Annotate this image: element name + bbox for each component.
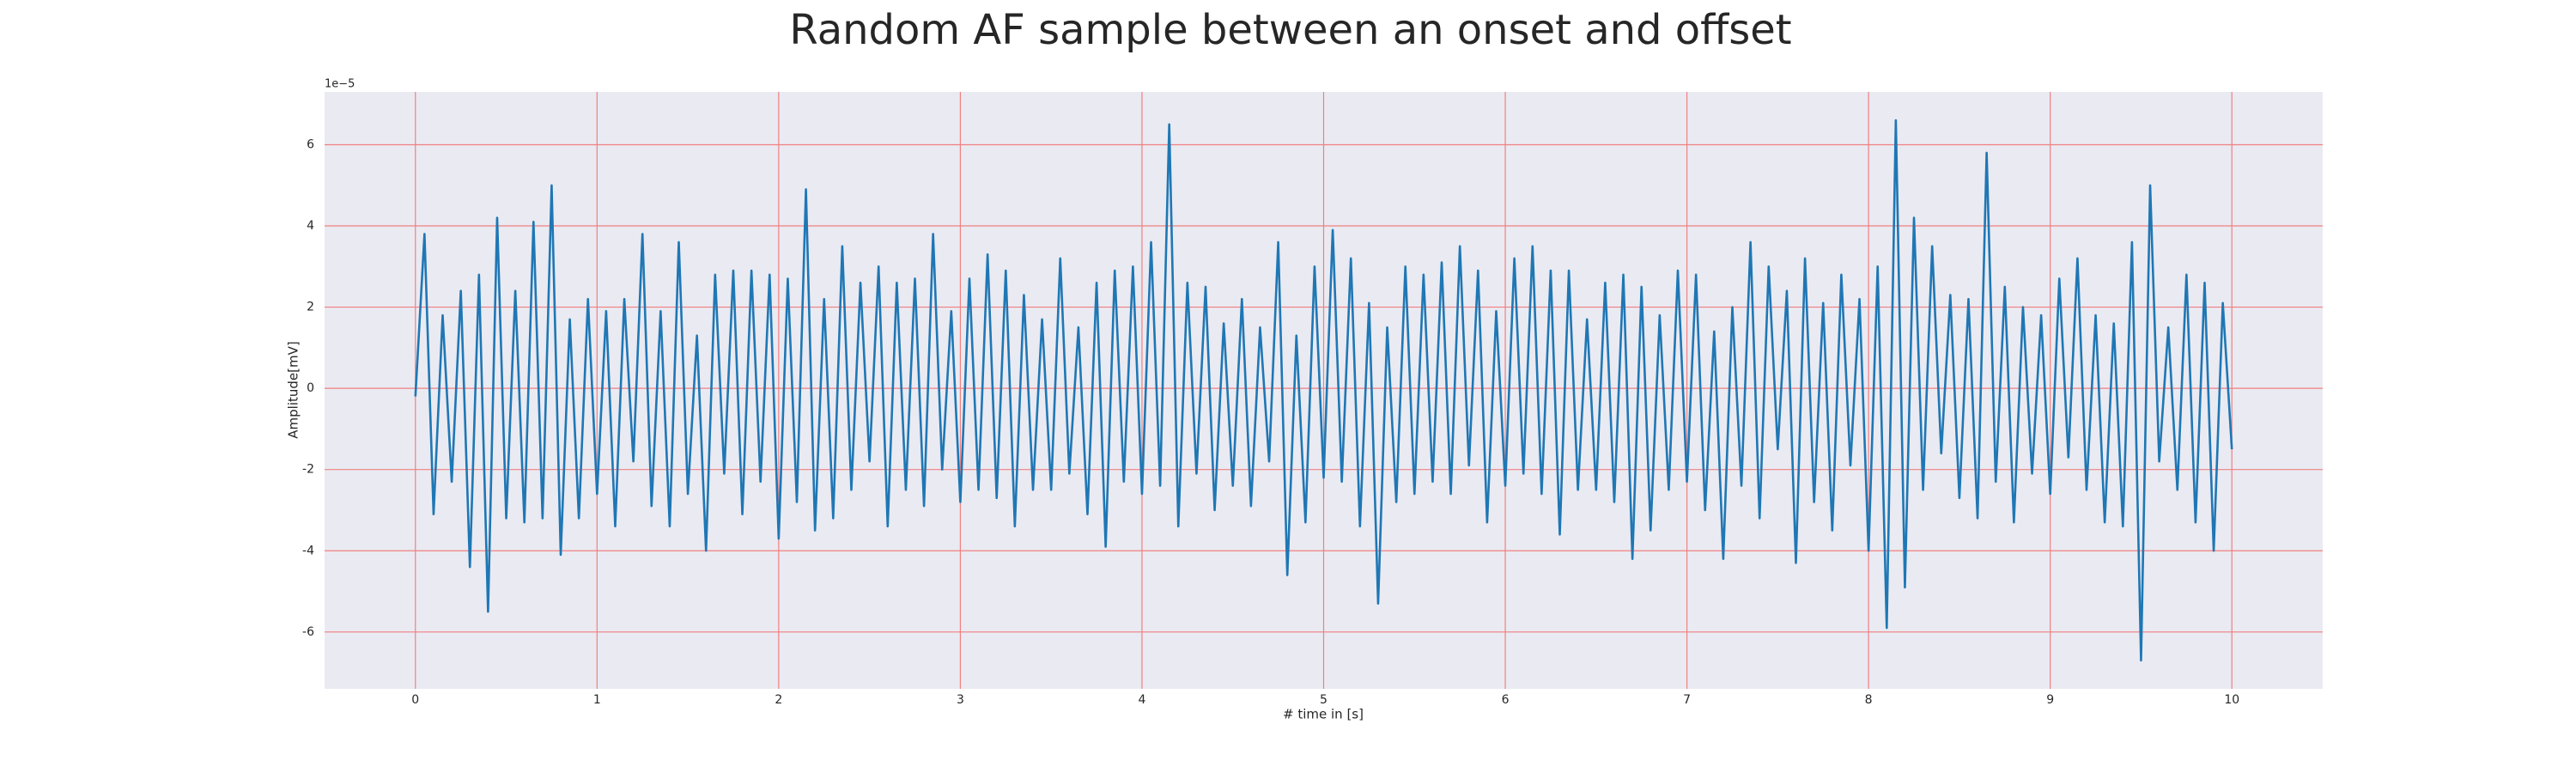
x-tick-label: 3 [957, 693, 964, 707]
x-tick-label: 10 [2224, 693, 2239, 707]
chart-title: Random AF sample between an onset and of… [789, 6, 1791, 54]
x-tick-label: 2 [775, 693, 782, 707]
y-tick-label: 6 [307, 137, 314, 151]
y-axis-label: Amplitude[mV] [286, 341, 301, 438]
y-tick-label: -6 [302, 625, 314, 639]
x-axis-label: # time in [s] [1283, 707, 1364, 722]
y-tick-label: -4 [302, 544, 314, 557]
x-tick-label: 4 [1138, 693, 1145, 707]
y-tick-label: 2 [307, 301, 314, 314]
x-tick-label: 8 [1865, 693, 1873, 707]
series-line [414, 119, 2233, 662]
x-tick-label: 7 [1683, 693, 1691, 707]
x-tick-label: 1 [593, 693, 601, 707]
x-tick-label: 0 [411, 693, 419, 707]
y-tick-label: 0 [307, 381, 314, 395]
x-tick-label: 9 [2046, 693, 2054, 707]
x-tick-label: 5 [1320, 693, 1327, 707]
y-offset-label: 1e−5 [325, 78, 355, 91]
y-tick-label: 4 [307, 219, 314, 233]
lines [414, 119, 2233, 662]
y-tick-label: -2 [302, 463, 314, 477]
x-tick-label: 6 [1502, 693, 1510, 707]
